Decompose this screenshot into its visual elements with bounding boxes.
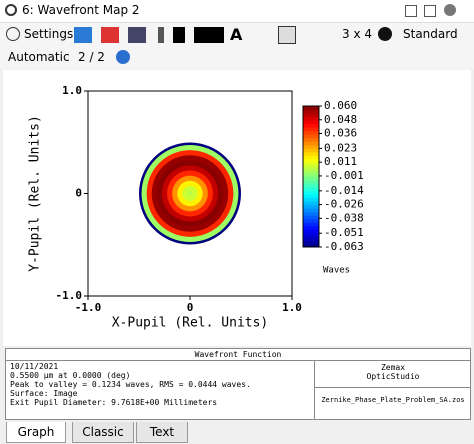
toolbar: Settings A 3 x 4 Standard Automatic 2 / … — [0, 23, 474, 69]
colorbar-tick-label: -0.063 — [324, 240, 364, 253]
colorbar-segment — [303, 155, 319, 160]
wavefront-ring — [187, 190, 193, 197]
colorbar-segment — [303, 190, 319, 195]
window-title: 6: Wavefront Map 2 — [22, 3, 140, 17]
colorbar-segment — [303, 148, 319, 153]
restore-button[interactable] — [405, 5, 417, 17]
text-tool[interactable]: A — [230, 25, 243, 44]
colorbar-tick-label: 0.060 — [324, 99, 357, 112]
settings-button[interactable]: Settings — [24, 27, 74, 41]
info-right: Zemax OpticStudio Zernike_Phase_Plate_Pr… — [314, 360, 471, 419]
tool-icons[interactable] — [74, 27, 224, 43]
company: Zemax — [380, 363, 406, 372]
colorbar-tick-label: 0.023 — [324, 141, 357, 154]
divider — [315, 387, 471, 388]
colorbar-segment — [303, 123, 319, 128]
info-line: 0.5500 µm at 0.0000 (deg) — [10, 371, 131, 380]
colorbar-segment — [303, 116, 319, 121]
colorbar-segment — [303, 172, 319, 177]
settings-icon[interactable] — [6, 27, 20, 41]
colorbar-segment — [303, 211, 319, 216]
info-box: Wavefront Function 10/11/2021 0.5500 µm … — [5, 348, 471, 420]
tab[interactable]: Graph — [6, 422, 66, 443]
tab-bar: Graph Classic Text — [0, 422, 474, 444]
y-tick-label: -1.0 — [56, 289, 83, 302]
close-button[interactable] — [444, 4, 456, 16]
colorbar-segment — [303, 106, 319, 111]
colorbar-segment — [303, 225, 319, 230]
x-axis-label: X-Pupil (Rel. Units) — [112, 316, 269, 331]
colorbar-segment — [303, 183, 319, 188]
grid-tool[interactable] — [278, 26, 296, 44]
colorbar-segment — [303, 158, 319, 163]
colorbar-segment — [303, 162, 319, 167]
colorbar-segment — [303, 141, 319, 146]
pin-button[interactable] — [424, 5, 436, 17]
colorbar-tick-label: 0.036 — [324, 127, 357, 140]
info-line: Surface: Image — [10, 389, 78, 398]
colorbar-segment — [303, 218, 319, 223]
colorbar-frame — [302, 105, 320, 248]
colorbar-tick-label: -0.038 — [324, 211, 364, 224]
colorbar-tick-label: -0.051 — [324, 226, 364, 239]
colorbar-segment — [303, 194, 319, 199]
colorbar-segment — [303, 239, 319, 244]
colorbar-segment — [303, 144, 319, 149]
colorbar-tick-label: -0.026 — [324, 198, 364, 211]
layout-button[interactable]: 3 x 4 — [342, 27, 372, 41]
info-line: Peak to valley = 0.1234 waves, RMS = 0.0… — [10, 380, 251, 389]
x-tick-label: 0 — [187, 301, 194, 314]
scale-button[interactable]: Automatic — [8, 50, 70, 64]
tab[interactable]: Classic — [72, 422, 134, 443]
x-tick-label: -1.0 — [75, 301, 102, 314]
colorbar-segment — [303, 127, 319, 132]
colorbar-tick-label: -0.014 — [324, 184, 364, 197]
info-line: 10/11/2021 — [10, 362, 59, 371]
colorbar-segment — [303, 180, 319, 185]
colorbar-tick-label: -0.001 — [324, 169, 364, 182]
colorbar-segment — [303, 130, 319, 135]
colorbar-segment — [303, 109, 319, 114]
info-line: Exit Pupil Diameter: 9.7618E+00 Millimet… — [10, 398, 218, 407]
colorbar-segment — [303, 201, 319, 206]
colorbar-segment — [303, 151, 319, 156]
colorbar-segment — [303, 222, 319, 227]
colorbar-segment — [303, 169, 319, 174]
colorbar-segment — [303, 113, 319, 118]
colorbar-segment — [303, 208, 319, 213]
colorbar-segment — [303, 120, 319, 125]
tab[interactable]: Text — [136, 422, 188, 443]
colorbar-tick-label: 0.011 — [324, 155, 357, 168]
colorbar-segment — [303, 215, 319, 220]
info-header: Wavefront Function — [6, 349, 470, 361]
colorbar-segment — [303, 197, 319, 202]
colorbar-label: Waves — [323, 266, 350, 276]
refresh-icon[interactable] — [378, 27, 392, 41]
colorbar-segment — [303, 243, 319, 248]
title-bar: 6: Wavefront Map 2 — [0, 0, 474, 23]
colorbar-segment — [303, 204, 319, 209]
y-tick-label: 1.0 — [62, 84, 82, 97]
colorbar-segment — [303, 134, 319, 139]
colorbar-segment — [303, 232, 319, 237]
help-icon[interactable] — [116, 50, 130, 64]
page-button[interactable]: 2 / 2 — [78, 50, 105, 64]
colorbar-segment — [303, 236, 319, 241]
colorbar-segment — [303, 137, 319, 142]
info-lines: 10/11/2021 0.5500 µm at 0.0000 (deg) Pea… — [10, 362, 251, 407]
colorbar-segment — [303, 187, 319, 192]
y-tick-label: 0 — [75, 187, 82, 200]
colorbar-segment — [303, 176, 319, 181]
x-tick-label: 1.0 — [282, 301, 302, 314]
file-name: Zernike_Phase_Plate_Problem_SA.zos — [321, 396, 465, 404]
y-axis-label: Y-Pupil (Rel. Units) — [28, 115, 43, 272]
colorbar-segment — [303, 165, 319, 170]
style-button[interactable]: Standard — [403, 27, 458, 41]
colorbar-segment — [303, 229, 319, 234]
plot: -1.0 0 1.0 -1.0 0 1.0 X-Pupil (Rel. Units) Y-Pu… — [3, 70, 471, 346]
colorbar-tick-label: 0.048 — [324, 113, 357, 126]
product: OpticStudio — [366, 372, 420, 381]
app-icon — [5, 4, 17, 16]
